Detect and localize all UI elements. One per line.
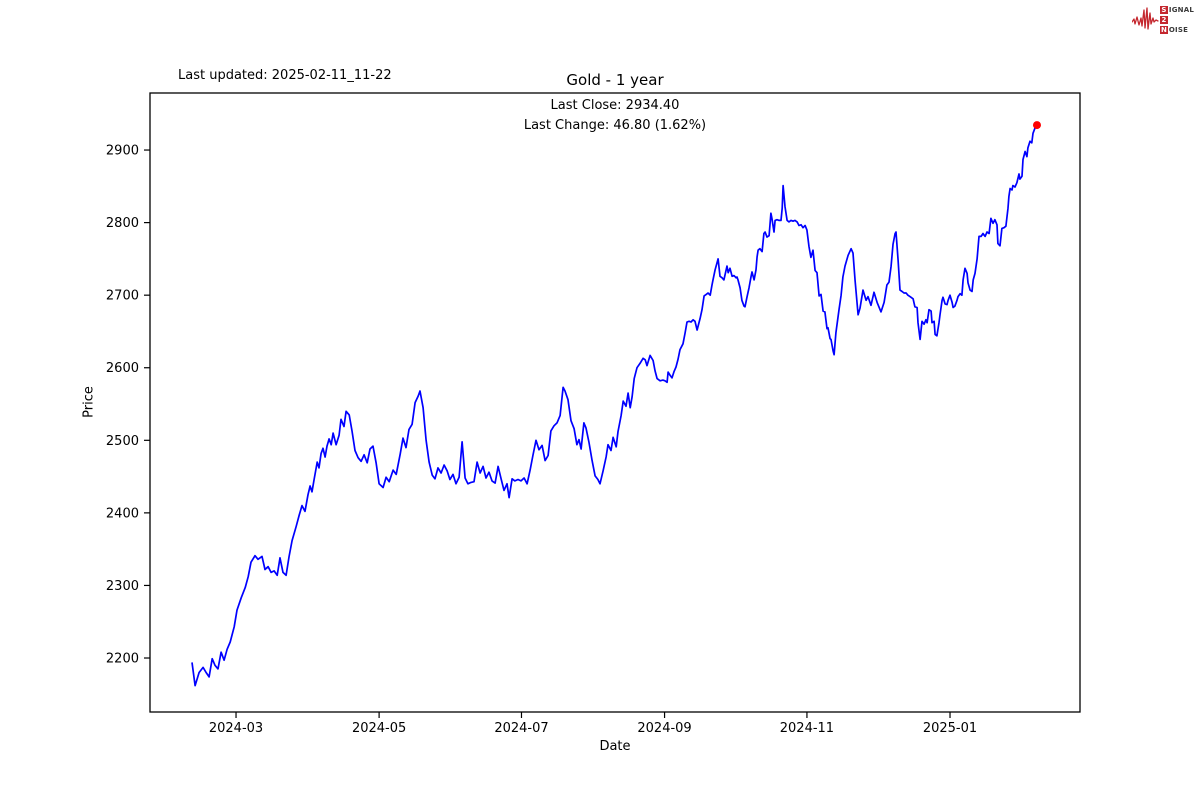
- y-tick-label: 2300: [106, 579, 139, 594]
- logo-letterbox-s: S: [1159, 6, 1168, 14]
- logo-letterbox-n: N: [1159, 26, 1168, 34]
- x-tick-label: 2024-03: [209, 721, 263, 736]
- last-close-text: Last Close: 2934.40: [550, 98, 680, 113]
- x-tick-label: 2025-01: [923, 721, 977, 736]
- y-tick-label: 2600: [106, 361, 139, 376]
- x-tick-label: 2024-07: [494, 721, 548, 736]
- price-line: [191, 124, 1038, 687]
- logo-text: S IGNAL 2 N OISE: [1159, 6, 1194, 34]
- chart-annotation: Last Close: 2934.40 Last Change: 46.80 (…: [150, 96, 1080, 136]
- waveform-icon: [1131, 7, 1159, 30]
- x-axis-label: Date: [599, 739, 631, 754]
- y-tick-label: 2500: [106, 434, 139, 449]
- logo-signal2noise: S IGNAL 2 N OISE: [1131, 4, 1194, 36]
- x-tick-label: 2024-09: [637, 721, 691, 736]
- logo-letterbox-2: 2: [1159, 16, 1168, 24]
- y-tick-label: 2700: [106, 289, 139, 304]
- x-tick-label: 2024-05: [352, 721, 406, 736]
- y-tick-label: 2800: [106, 216, 139, 231]
- y-tick-label: 2900: [106, 144, 139, 159]
- chart-title: Gold - 1 year: [566, 71, 664, 89]
- x-tick-label: 2024-11: [780, 721, 834, 736]
- last-change-text: Last Change: 46.80 (1.62%): [523, 118, 707, 133]
- axes-box: [149, 92, 1081, 713]
- y-tick-label: 2200: [106, 652, 139, 667]
- y-tick-label: 2400: [106, 506, 139, 521]
- last-point-marker: [1032, 121, 1041, 130]
- last-updated-text: Last updated: 2025-02-11_11-22: [178, 68, 392, 83]
